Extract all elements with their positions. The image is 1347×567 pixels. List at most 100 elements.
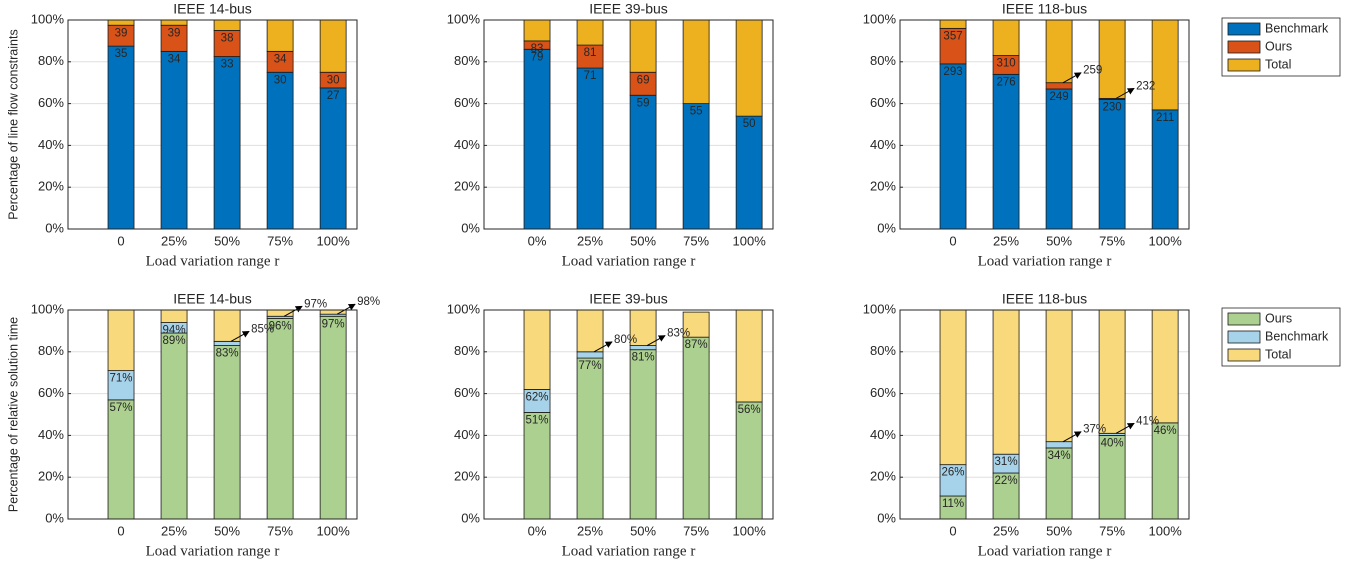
bar-segment xyxy=(992,19,1020,56)
y-tick-label: 20% xyxy=(38,469,64,484)
data-label: 232 xyxy=(1136,80,1155,92)
axes: 0% 20% 40% 60% 80% 100% 0% 25% 50% 75% 100% 51% 77% 8… xyxy=(447,291,774,559)
y-tick-label: 20% xyxy=(870,179,896,194)
data-label: 83% xyxy=(667,328,690,340)
y-tick-label: 60% xyxy=(870,385,896,400)
data-label: 69 xyxy=(637,74,650,86)
data-label: 97% xyxy=(304,298,327,310)
data-label: 34 xyxy=(274,53,287,65)
axes: 0% 20% 40% 60% 80% 100% 0 25% 50% 75% 100% 57% 89% 83… xyxy=(6,291,380,560)
y-tick-label: 0% xyxy=(461,220,480,235)
data-label: 293 xyxy=(943,66,962,78)
legend-swatch xyxy=(1227,348,1261,362)
x-tick-label: 100% xyxy=(317,523,351,538)
annotation-arrow xyxy=(1115,87,1135,99)
y-tick-label: 40% xyxy=(38,427,64,442)
data-label: 41% xyxy=(1136,415,1159,427)
bar-segment xyxy=(213,30,241,57)
data-label: 94% xyxy=(163,325,186,337)
axes: 0% 20% 40% 60% 80% 100% 0% 25% 50% 75% 100% 79 71 59 5… xyxy=(447,1,774,269)
y-tick-label: 40% xyxy=(38,137,64,152)
y-tick-label: 100% xyxy=(447,11,481,26)
axes: 0% 20% 40% 60% 80% 100% 0 25% 50% 75% 100% 11% 22% 34… xyxy=(863,291,1190,559)
axes-box xyxy=(483,19,774,230)
data-label: 230 xyxy=(1103,101,1122,113)
bar-segment xyxy=(1151,422,1179,520)
bar-segment xyxy=(319,315,347,520)
legend-swatch xyxy=(1227,58,1261,72)
x-tick-label: 25% xyxy=(993,233,1019,248)
bar-segment xyxy=(629,349,657,520)
x-tick-label: 0% xyxy=(528,233,547,248)
y-tick-label: 80% xyxy=(38,343,64,358)
y-tick-label: 100% xyxy=(863,11,897,26)
bar-segment xyxy=(266,19,294,52)
y-tick-label: 100% xyxy=(863,301,897,316)
y-tick-label: 20% xyxy=(454,469,480,484)
x-axis-label: Load variation range r xyxy=(146,253,280,269)
bar-segment xyxy=(576,19,604,46)
legend-label: Total xyxy=(1265,57,1291,71)
data-label: 62% xyxy=(526,391,549,403)
data-label: 40% xyxy=(1101,437,1124,449)
data-label: 83% xyxy=(216,348,239,360)
data-label: 31% xyxy=(995,456,1018,468)
annotation-arrow xyxy=(230,330,250,342)
bar-segment xyxy=(1098,99,1126,230)
bar-segment xyxy=(213,56,241,230)
bar-segment xyxy=(266,71,294,230)
y-tick-label: 60% xyxy=(38,95,64,110)
y-axis-label: Percentage of relative solution time xyxy=(6,317,20,512)
bar-segment xyxy=(682,336,710,520)
data-label: 39 xyxy=(168,27,181,39)
legend-swatch xyxy=(1227,40,1261,54)
bar-segment xyxy=(682,103,710,230)
data-label: 51% xyxy=(526,414,549,426)
x-tick-label: 0 xyxy=(949,523,956,538)
data-label: 71% xyxy=(110,373,133,385)
data-label: 211 xyxy=(1156,112,1174,124)
bar-segment xyxy=(107,19,135,26)
bar-segment xyxy=(266,317,294,520)
bar-segment xyxy=(523,48,551,230)
bar-segment xyxy=(629,19,657,73)
y-axis-label: Percentage of line flow constraints xyxy=(6,29,20,219)
x-tick-label: 50% xyxy=(214,523,240,538)
data-label: 77% xyxy=(579,360,602,372)
data-label: 81% xyxy=(632,352,655,364)
data-label: 34% xyxy=(1048,450,1071,462)
bar-segment xyxy=(523,412,551,520)
axes: 0% 20% 40% 60% 80% 100% 0 25% 50% 75% 100% 293 276 24… xyxy=(863,1,1190,269)
x-axis-label: Load variation range r xyxy=(146,543,280,559)
data-label: 85% xyxy=(251,323,274,335)
data-label: 249 xyxy=(1049,91,1068,103)
data-label: 276 xyxy=(996,76,1015,88)
bar-segment xyxy=(735,19,763,117)
x-tick-label: 50% xyxy=(1046,233,1072,248)
data-label: 259 xyxy=(1083,65,1102,77)
y-tick-label: 0% xyxy=(461,510,480,525)
chart-title: IEEE 118-bus xyxy=(1002,1,1087,17)
bar-segment xyxy=(107,370,135,401)
y-tick-label: 60% xyxy=(454,95,480,110)
axes-box xyxy=(483,309,774,520)
bar-segment xyxy=(1045,88,1073,230)
bar-segment xyxy=(939,63,967,230)
bar-segment xyxy=(735,115,763,230)
axes: 0% 20% 40% 60% 80% 100% 0 25% 50% 75% 100% 35 34 33 30… xyxy=(6,1,358,269)
bar-segment xyxy=(523,19,551,42)
bar-segment xyxy=(160,332,188,520)
annotation-arrow xyxy=(283,305,303,317)
data-label: 35 xyxy=(115,48,128,60)
x-axis-label: Load variation range r xyxy=(978,543,1112,559)
axes-box xyxy=(67,19,358,230)
x-tick-label: 100% xyxy=(733,523,767,538)
y-tick-label: 80% xyxy=(454,343,480,358)
y-tick-label: 40% xyxy=(454,137,480,152)
data-label: 81 xyxy=(584,47,597,59)
bar-segment xyxy=(939,309,967,466)
x-tick-label: 25% xyxy=(577,523,603,538)
x-tick-label: 25% xyxy=(577,233,603,248)
bar-segment xyxy=(1151,19,1179,111)
